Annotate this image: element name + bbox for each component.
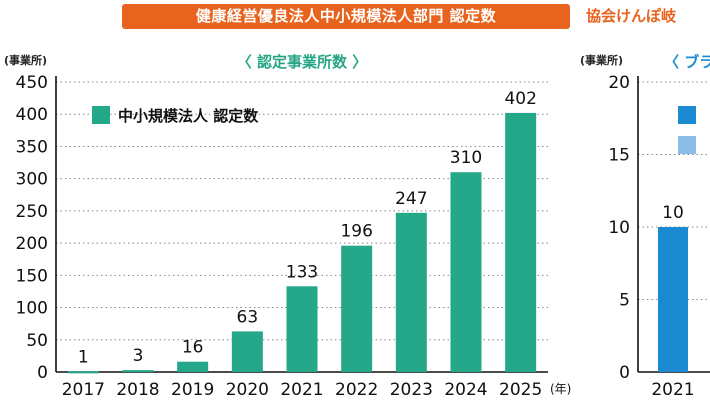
bar-2021	[286, 286, 318, 372]
right-y-tick-label: 0	[619, 363, 630, 383]
right-y-tick-label: 5	[619, 291, 630, 311]
bar-2025	[505, 112, 537, 372]
right-y-tick-label: 15	[608, 146, 630, 166]
y-tick-label: 400	[16, 105, 48, 125]
legend-swatch	[92, 106, 110, 124]
bar-2020	[231, 331, 263, 372]
x-tick-label-2022: 2022	[335, 380, 378, 400]
bar-2017	[67, 371, 99, 374]
y-tick-label: 350	[16, 137, 48, 157]
bar-2023	[395, 212, 427, 372]
data-label-2021: 133	[286, 262, 318, 282]
x-tick-label-2017: 2017	[62, 380, 105, 400]
x-tick-label-2025: 2025	[499, 380, 542, 400]
y-tick-label: 100	[16, 299, 48, 319]
left-y-axis-unit: (事業所)	[4, 54, 48, 67]
x-tick-label-2024: 2024	[444, 380, 487, 400]
secondary-banner-title: 協会けんぽ岐	[586, 7, 677, 25]
x-tick-label-2018: 2018	[116, 380, 159, 400]
y-tick-label: 200	[16, 234, 48, 254]
left-chart-title: 〈 認定事業所数 〉	[236, 53, 368, 71]
right-y-axis-unit: (事業所)	[580, 54, 624, 67]
right-data-label-2021: 10	[662, 203, 684, 223]
y-tick-label: 50	[26, 331, 48, 351]
x-tick-label-2020: 2020	[226, 380, 269, 400]
right-y-tick-label: 20	[608, 73, 630, 93]
data-label-2024: 310	[450, 148, 482, 168]
bar-2019	[177, 361, 209, 372]
data-label-2017: 1	[78, 347, 89, 367]
data-label-2018: 3	[133, 346, 144, 366]
bar-2024	[450, 172, 482, 372]
data-label-2025: 402	[504, 89, 536, 109]
bar-2022	[341, 245, 373, 372]
x-tick-label-2019: 2019	[171, 380, 214, 400]
x-axis-unit: (年)	[550, 382, 571, 396]
right-y-tick-label: 10	[608, 218, 630, 238]
y-tick-label: 0	[37, 363, 48, 383]
y-tick-label: 300	[16, 170, 48, 190]
x-tick-label-2021: 2021	[280, 380, 323, 400]
data-label-2020: 63	[237, 307, 259, 327]
right-legend-swatch-2	[678, 136, 696, 154]
data-label-2019: 16	[182, 338, 204, 358]
right-chart-title: 〈 ブラ	[664, 53, 710, 71]
bar-2018	[122, 370, 154, 373]
right-x-tick-label-2021: 2021	[651, 380, 694, 400]
x-tick-label-2023: 2023	[390, 380, 433, 400]
right-bar-2021	[658, 227, 688, 372]
y-tick-label: 450	[16, 73, 48, 93]
data-label-2022: 196	[340, 222, 372, 242]
y-tick-label: 250	[16, 202, 48, 222]
chart-banner-title: 健康経営優良法人中小規模法人部門 認定数	[122, 4, 570, 29]
data-label-2023: 247	[395, 189, 427, 209]
right-legend-swatch-1	[678, 106, 696, 124]
legend-label: 中小規模法人 認定数	[118, 107, 259, 125]
y-tick-label: 150	[16, 266, 48, 286]
